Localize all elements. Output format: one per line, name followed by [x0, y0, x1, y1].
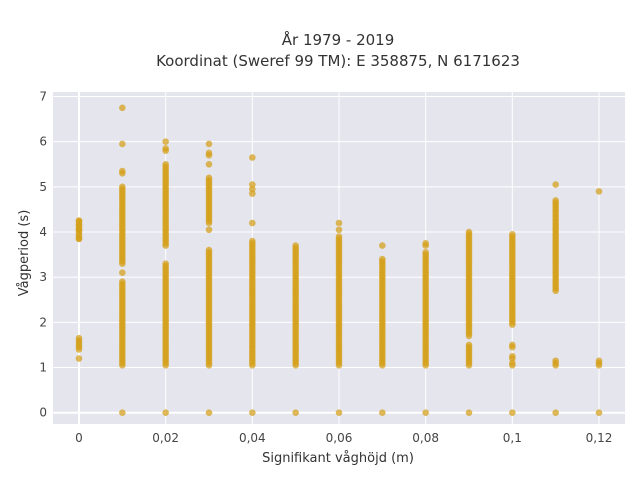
data-point [249, 185, 256, 193]
data-point [552, 409, 559, 417]
data-point [119, 167, 126, 175]
data-point [509, 359, 516, 367]
data-point [205, 246, 213, 254]
x-axis-label: Signifikant våghöjd (m) [262, 451, 414, 466]
data-point [552, 181, 559, 188]
data-point [162, 138, 169, 145]
data-point [75, 334, 83, 342]
data-point [75, 226, 83, 234]
data-point [162, 160, 169, 168]
data-point [249, 237, 256, 245]
data-point [249, 154, 256, 161]
x-tick-label: 0,08 [412, 431, 439, 445]
chart-subtitle: Koordinat (Sweref 99 TM): E 358875, N 61… [156, 52, 520, 70]
x-tick-label: 0,04 [239, 431, 266, 445]
data-point [75, 217, 83, 225]
y-axis-ticks: 0 1 2 3 4 5 6 7 [39, 90, 47, 420]
data-point [119, 140, 126, 148]
data-point [292, 409, 299, 417]
data-point [379, 255, 386, 263]
data-point [595, 357, 603, 365]
data-point [422, 240, 429, 247]
y-axis-label: Vågperiod (s) [17, 210, 32, 297]
data-point [205, 409, 213, 417]
data-point [292, 242, 299, 249]
data-point [249, 409, 256, 417]
data-point [205, 174, 213, 182]
data-point [335, 233, 343, 240]
data-point [379, 242, 386, 249]
data-point [119, 269, 126, 276]
data-point [119, 409, 126, 417]
data-point [335, 226, 343, 234]
data-point [509, 409, 516, 417]
chart-title: År 1979 - 2019 [282, 30, 395, 49]
data-point [162, 409, 169, 417]
y-tick-label: 4 [39, 225, 47, 239]
y-tick-label: 5 [39, 180, 47, 194]
x-tick-label: 0,06 [326, 431, 353, 445]
data-point [119, 104, 126, 112]
data-point [205, 160, 213, 168]
data-point [552, 357, 559, 365]
data-point [509, 341, 516, 349]
y-tick-label: 2 [39, 315, 47, 329]
data-point [162, 260, 169, 267]
data-point [75, 235, 83, 243]
data-point [595, 188, 603, 195]
x-tick-label: 0 [75, 431, 83, 445]
y-tick-label: 3 [39, 270, 47, 284]
x-tick-label: 0,1 [503, 431, 522, 445]
data-point [205, 140, 213, 148]
data-point [595, 409, 603, 417]
data-point [465, 228, 473, 236]
x-tick-label: 0,12 [586, 431, 613, 445]
data-point [552, 197, 559, 204]
data-point [379, 409, 386, 417]
y-tick-label: 7 [39, 90, 47, 104]
data-point [75, 355, 83, 362]
x-axis-ticks: 0 0,02 0,04 0,06 0,08 0,1 0,12 [75, 431, 612, 445]
data-point [119, 278, 126, 286]
data-point [465, 409, 473, 417]
data-point [422, 249, 429, 256]
data-point [249, 190, 256, 197]
data-point [249, 219, 256, 227]
data-point [162, 145, 169, 152]
data-point [205, 149, 213, 157]
data-points [75, 104, 603, 417]
data-point [205, 226, 213, 234]
y-tick-label: 6 [39, 135, 47, 149]
data-point [509, 352, 516, 360]
y-tick-label: 0 [39, 406, 47, 420]
x-tick-label: 0,02 [152, 431, 179, 445]
data-point [335, 409, 343, 417]
data-point [465, 341, 473, 349]
data-point [75, 221, 83, 229]
data-point [509, 230, 516, 238]
data-point [422, 409, 429, 417]
y-tick-label: 1 [39, 361, 47, 375]
data-point [119, 183, 126, 191]
data-point [249, 181, 256, 188]
data-point [335, 219, 343, 227]
